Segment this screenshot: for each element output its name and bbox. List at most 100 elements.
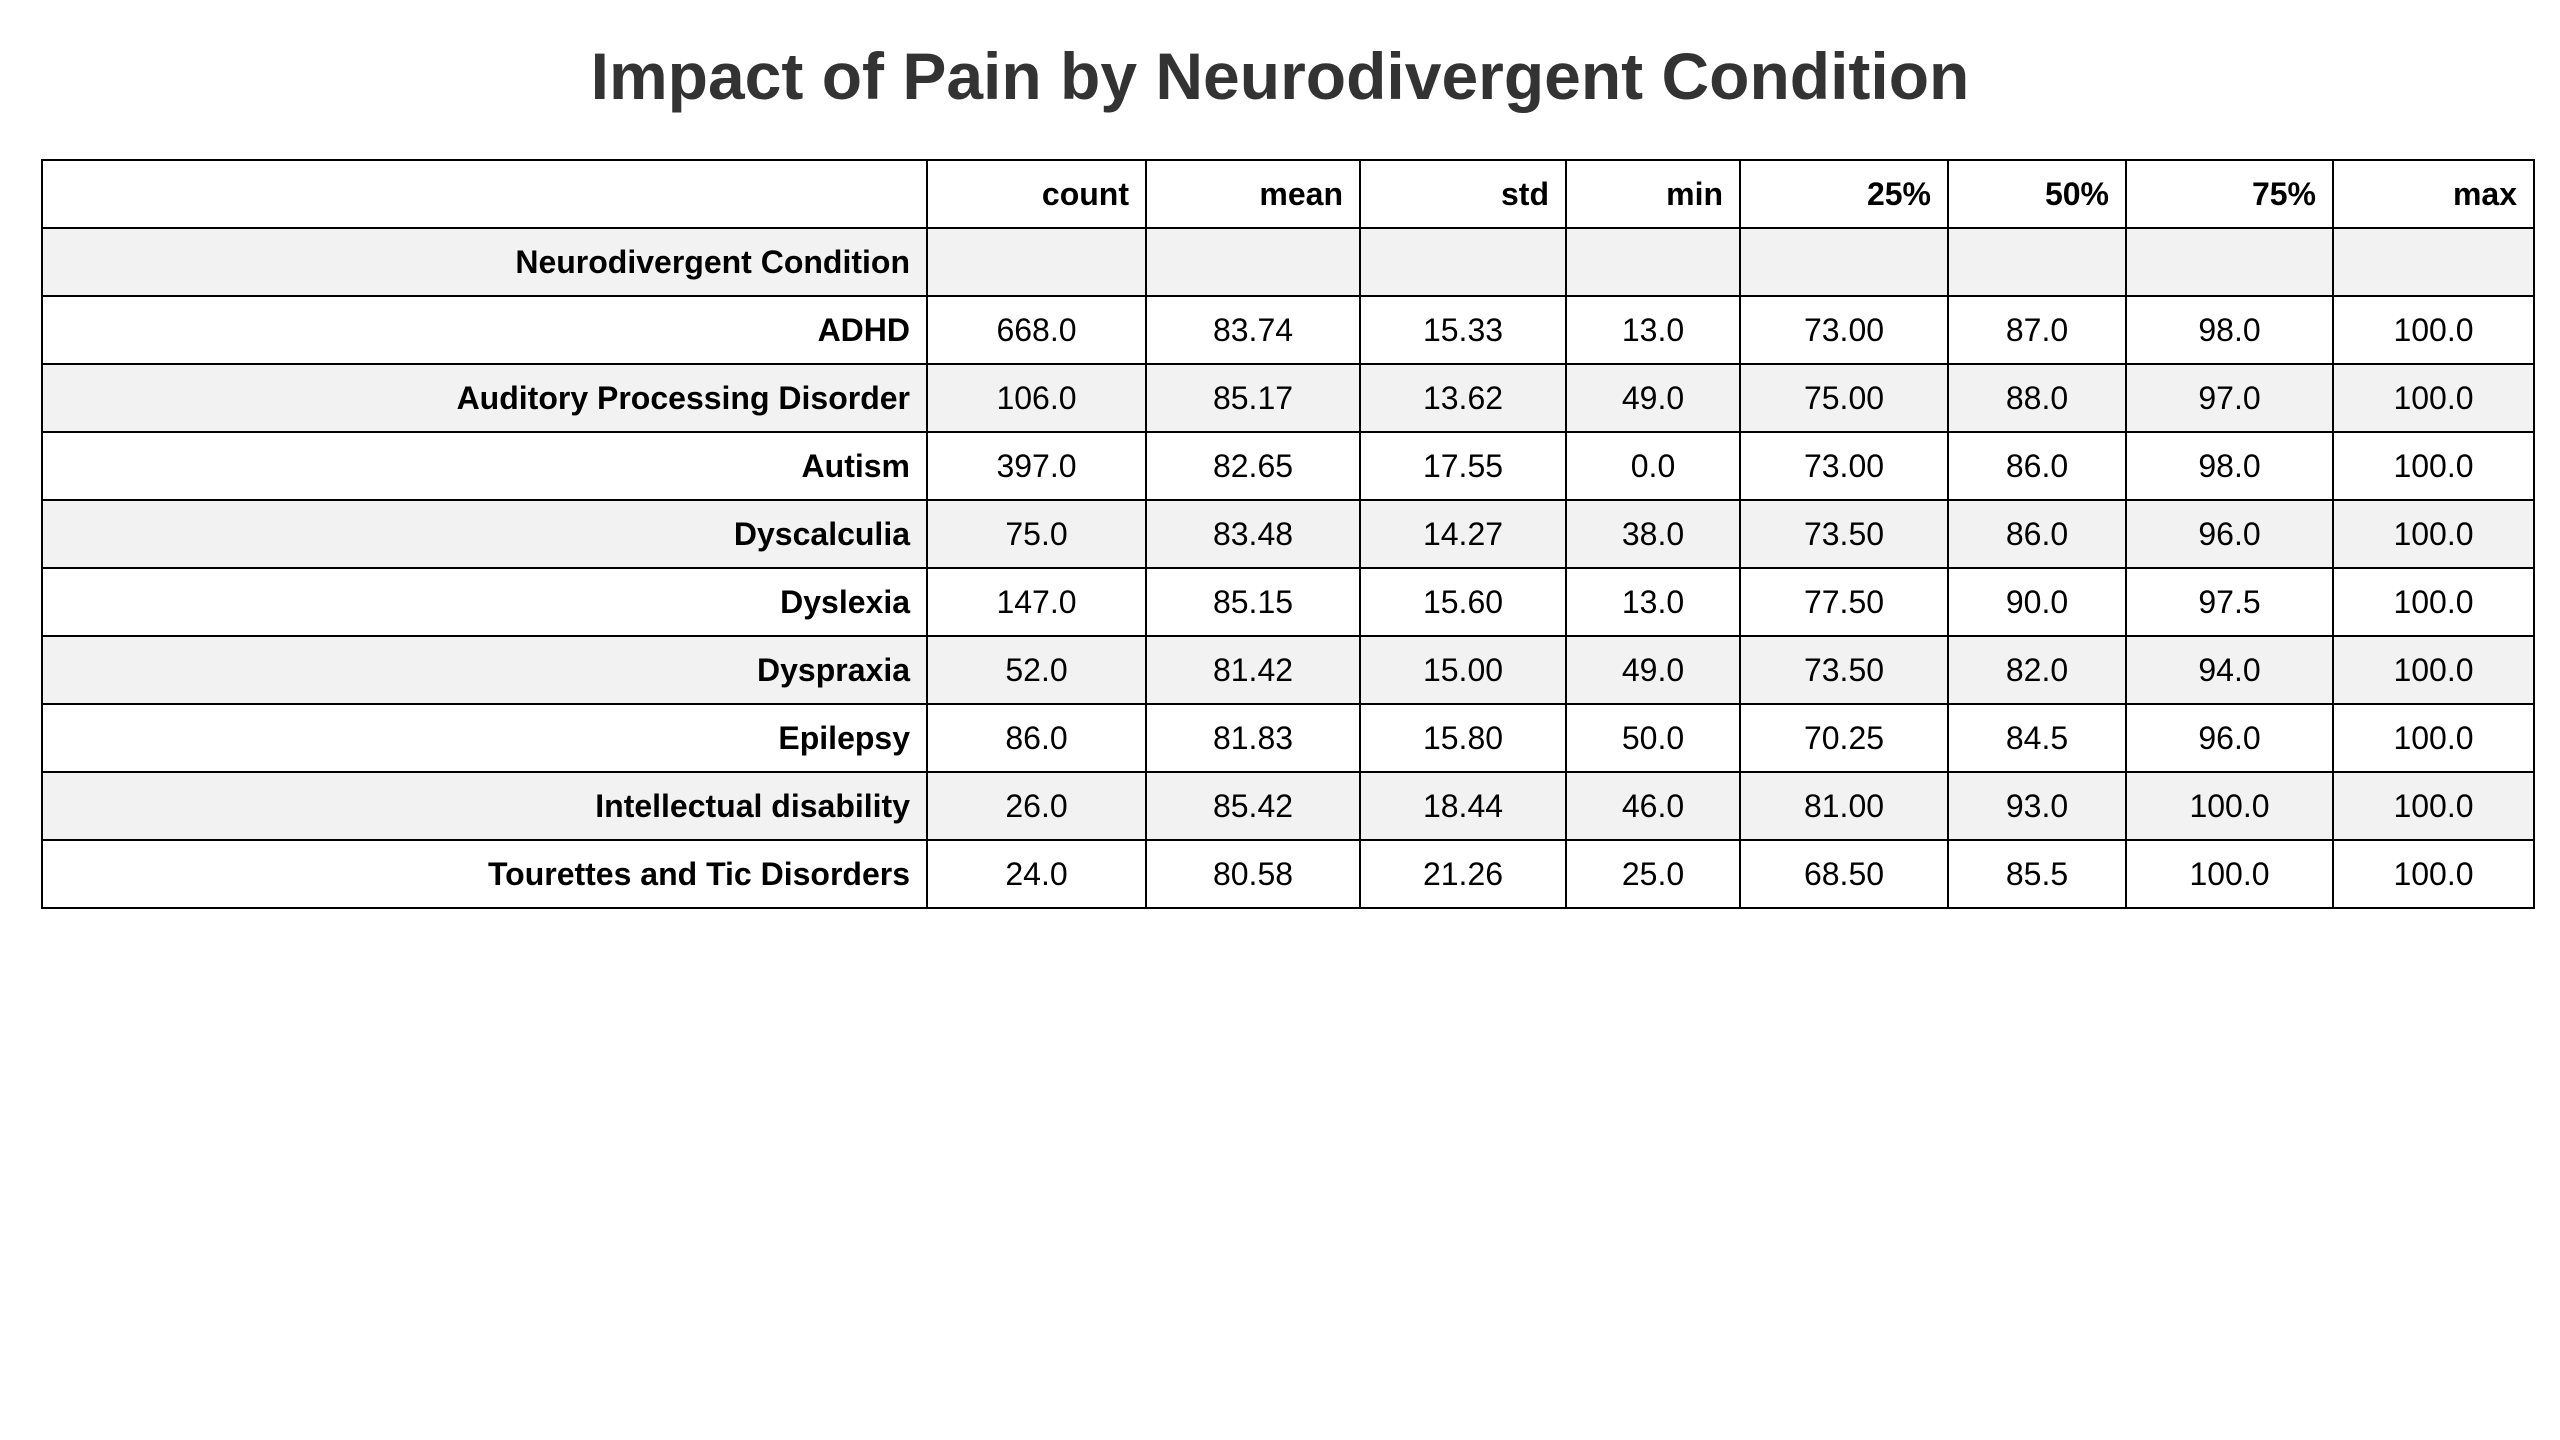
table-cell: 85.15 (1145, 567, 1361, 637)
table-cell: 100.0 (2332, 635, 2535, 705)
empty-cell (2125, 227, 2334, 297)
chart-title: Impact of Pain by Neurodivergent Conditi… (590, 39, 1970, 113)
table-cell: 85.42 (1145, 771, 1361, 841)
table-body: count mean std min 25% 50% 75% max Neurodiverge… (41, 159, 2535, 909)
table-cell: 25.0 (1565, 839, 1741, 909)
table-cell: 93.0 (1947, 771, 2127, 841)
table-cell: 96.0 (2125, 499, 2334, 569)
table-cell: 100.0 (2332, 839, 2535, 909)
table-cell: 85.5 (1947, 839, 2127, 909)
table-cell: 397.0 (926, 431, 1147, 501)
table-cell: 81.42 (1145, 635, 1361, 705)
table-row: Epilepsy 86.0 81.83 15.80 50.0 70.25 84.5 96.0 1… (41, 703, 2535, 773)
row-label: Auditory Processing Disorder (41, 363, 928, 433)
empty-cell (1947, 227, 2127, 297)
table-cell: 86.0 (1947, 499, 2127, 569)
table-cell: 100.0 (2332, 771, 2535, 841)
column-header: min (1565, 159, 1741, 229)
table-cell: 100.0 (2332, 703, 2535, 773)
index-name-label: Neurodivergent Condition (41, 227, 928, 297)
table-row: ADHD 668.0 83.74 15.33 13.0 73.00 87.0 98.0 100.… (41, 295, 2535, 365)
table-cell: 70.25 (1739, 703, 1949, 773)
table-cell: 81.83 (1145, 703, 1361, 773)
table-cell: 88.0 (1947, 363, 2127, 433)
empty-cell (1739, 227, 1949, 297)
corner-cell (41, 159, 928, 229)
index-name-row: Neurodivergent Condition (41, 227, 2535, 297)
row-label: Epilepsy (41, 703, 928, 773)
table-cell: 21.26 (1359, 839, 1567, 909)
table-row: Auditory Processing Disorder 106.0 85.17 13… (41, 363, 2535, 433)
table-cell: 100.0 (2332, 295, 2535, 365)
table-cell: 13.0 (1565, 295, 1741, 365)
table-cell: 38.0 (1565, 499, 1741, 569)
column-header: 75% (2125, 159, 2334, 229)
table-cell: 97.0 (2125, 363, 2334, 433)
table-row: Tourettes and Tic Disorders 24.0 80.58 21.2… (41, 839, 2535, 909)
row-label: Intellectual disability (41, 771, 928, 841)
table-cell: 90.0 (1947, 567, 2127, 637)
table-cell: 13.62 (1359, 363, 1567, 433)
table-row: Intellectual disability 26.0 85.42 18.44 46.… (41, 771, 2535, 841)
table-cell: 86.0 (926, 703, 1147, 773)
column-header: mean (1145, 159, 1361, 229)
row-label: Dyspraxia (41, 635, 928, 705)
table-row: Autism 397.0 82.65 17.55 0.0 73.00 86.0 98.0 100… (41, 431, 2535, 501)
column-header: max (2332, 159, 2535, 229)
table-cell: 26.0 (926, 771, 1147, 841)
table-cell: 87.0 (1947, 295, 2127, 365)
summary-stats-table: count mean std min 25% 50% 75% max Neurodiverge… (41, 159, 2535, 909)
table-cell: 0.0 (1565, 431, 1741, 501)
table-row: Dyspraxia 52.0 81.42 15.00 49.0 73.50 82.0 94.0… (41, 635, 2535, 705)
table-cell: 15.00 (1359, 635, 1567, 705)
table-row: Dyslexia 147.0 85.15 15.60 13.0 77.50 90.0 97.5… (41, 567, 2535, 637)
table-cell: 82.65 (1145, 431, 1361, 501)
column-header: count (926, 159, 1147, 229)
table-cell: 106.0 (926, 363, 1147, 433)
row-label: Dyslexia (41, 567, 928, 637)
column-header: 25% (1739, 159, 1949, 229)
row-label: Tourettes and Tic Disorders (41, 839, 928, 909)
table-cell: 77.50 (1739, 567, 1949, 637)
table-cell: 85.17 (1145, 363, 1361, 433)
empty-cell (1565, 227, 1741, 297)
table-cell: 97.5 (2125, 567, 2334, 637)
table-cell: 15.60 (1359, 567, 1567, 637)
table-cell: 100.0 (2332, 567, 2535, 637)
table-cell: 52.0 (926, 635, 1147, 705)
row-label: Autism (41, 431, 928, 501)
table-row: Dyscalculia 75.0 83.48 14.27 38.0 73.50 86.0 96… (41, 499, 2535, 569)
table-cell: 147.0 (926, 567, 1147, 637)
column-header-row: count mean std min 25% 50% 75% max (41, 159, 2535, 229)
table-cell: 13.0 (1565, 567, 1741, 637)
table-cell: 73.50 (1739, 499, 1949, 569)
table-cell: 98.0 (2125, 431, 2334, 501)
table-cell: 100.0 (2125, 771, 2334, 841)
column-header: std (1359, 159, 1567, 229)
table-cell: 49.0 (1565, 363, 1741, 433)
table-cell: 46.0 (1565, 771, 1741, 841)
empty-cell (1359, 227, 1567, 297)
table-cell: 49.0 (1565, 635, 1741, 705)
table-cell: 96.0 (2125, 703, 2334, 773)
row-label: Dyscalculia (41, 499, 928, 569)
table-cell: 73.00 (1739, 295, 1949, 365)
table-cell: 15.80 (1359, 703, 1567, 773)
table-cell: 84.5 (1947, 703, 2127, 773)
row-label: ADHD (41, 295, 928, 365)
table-cell: 18.44 (1359, 771, 1567, 841)
table-cell: 73.00 (1739, 431, 1949, 501)
table-cell: 668.0 (926, 295, 1147, 365)
table-cell: 98.0 (2125, 295, 2334, 365)
table-cell: 68.50 (1739, 839, 1949, 909)
table-cell: 86.0 (1947, 431, 2127, 501)
table-cell: 75.00 (1739, 363, 1949, 433)
empty-cell (926, 227, 1147, 297)
table-cell: 100.0 (2125, 839, 2334, 909)
table-cell: 80.58 (1145, 839, 1361, 909)
table-cell: 75.0 (926, 499, 1147, 569)
table-cell: 94.0 (2125, 635, 2334, 705)
table-cell: 100.0 (2332, 499, 2535, 569)
table-cell: 81.00 (1739, 771, 1949, 841)
table-cell: 73.50 (1739, 635, 1949, 705)
